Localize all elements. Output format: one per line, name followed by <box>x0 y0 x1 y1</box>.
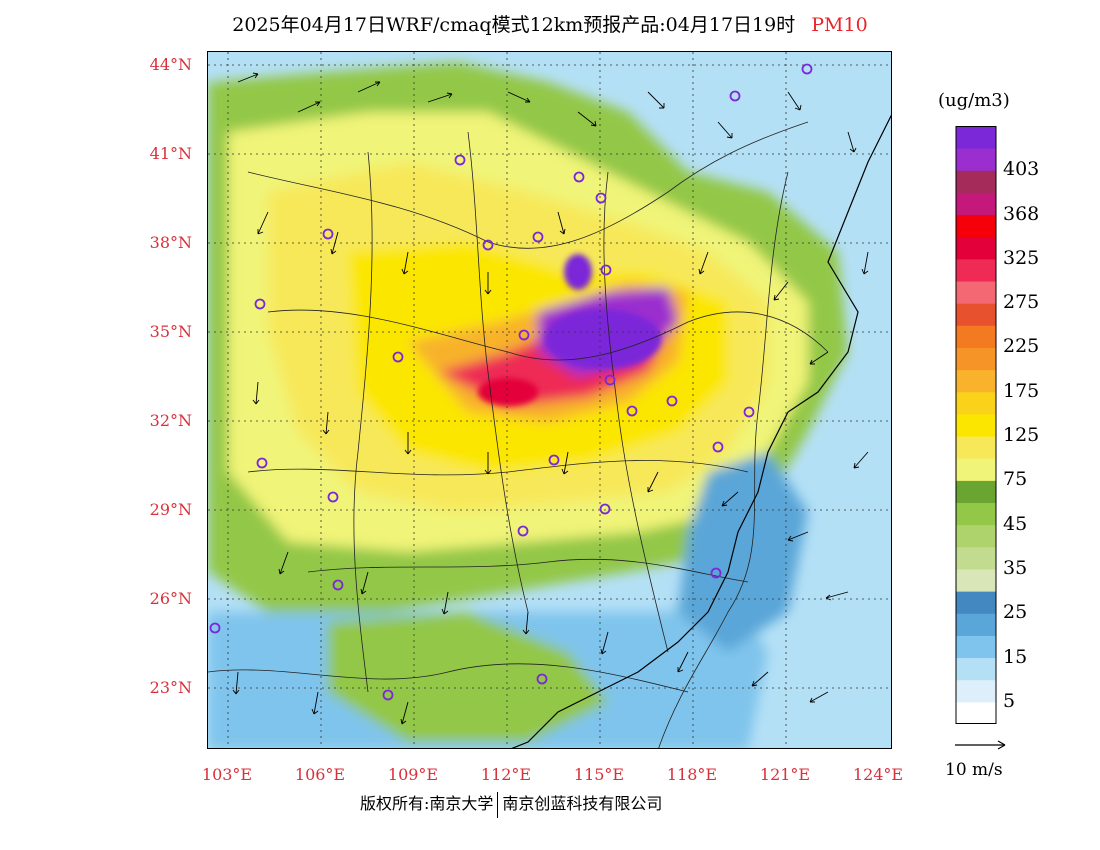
colorbar-swatch <box>956 436 996 459</box>
colorbar-swatch <box>956 701 996 724</box>
colorbar-swatch <box>956 258 996 282</box>
lon-label-118: 118°E <box>666 765 718 784</box>
colorbar-tick-label: 15 <box>1003 645 1028 668</box>
colorbar-swatch <box>956 214 996 238</box>
colorbar-tick-label: 175 <box>1003 379 1040 402</box>
colorbar-swatch <box>956 347 996 371</box>
colorbar-tick-label: 275 <box>1003 291 1040 314</box>
colorbar-swatch <box>956 170 996 193</box>
lon-label-115: 115°E <box>573 765 625 784</box>
colorbar-swatch <box>956 679 996 703</box>
footer-separator <box>497 791 499 818</box>
colorbar-unit: (ug/m3) <box>938 90 1010 111</box>
colorbar-tick-label: 25 <box>1003 601 1028 624</box>
colorbar-swatch <box>956 480 996 504</box>
colorbar <box>955 126 997 724</box>
colorbar-tick-label: 45 <box>1003 512 1028 535</box>
colorbar-swatch <box>956 413 996 437</box>
colorbar-swatch <box>956 635 996 659</box>
colorbar-tick-label: 325 <box>1003 246 1040 269</box>
lon-label-112: 112°E <box>480 765 532 784</box>
colorbar-tick-label: 225 <box>1003 335 1040 358</box>
colorbar-tick-label: 368 <box>1003 202 1040 225</box>
lon-label-103: 103°E <box>201 765 253 784</box>
colorbar-swatch <box>956 126 996 149</box>
colorbar-tick-label: 403 <box>1003 158 1040 181</box>
footer-right: 南京创蓝科技有限公司 <box>502 794 663 813</box>
colorbar-swatch <box>956 192 996 216</box>
colorbar-swatch <box>956 369 996 393</box>
lat-label-38: 38°N <box>149 233 192 252</box>
colorbar-swatch <box>956 613 996 636</box>
pm10-field <box>208 52 891 748</box>
colorbar-swatch <box>956 325 996 348</box>
colorbar-swatch <box>956 391 996 415</box>
colorbar-swatch <box>956 236 996 260</box>
lon-label-109: 109°E <box>387 765 439 784</box>
lat-label-26: 26°N <box>149 589 192 608</box>
colorbar-tick-label: 125 <box>1003 424 1040 447</box>
colorbar-swatch <box>956 546 996 570</box>
colorbar-swatch <box>956 303 996 326</box>
colorbar-tick-label: 75 <box>1003 468 1028 491</box>
colorbar-swatch <box>956 591 996 614</box>
pollutant-label: PM10 <box>811 14 868 36</box>
copyright-footer: 版权所有:南京大学 南京创蓝科技有限公司 <box>360 790 662 818</box>
lon-label-121: 121°E <box>759 765 811 784</box>
wind-reference-label: 10 m/s <box>945 760 1003 780</box>
colorbar-swatch <box>956 281 996 304</box>
colorbar-tick-label: 5 <box>1003 689 1016 712</box>
map-title: 2025年04月17日WRF/cmaq模式12km预报产品:04月17日19时 … <box>0 10 1100 37</box>
colorbar-swatch <box>956 148 996 171</box>
lat-label-32: 32°N <box>149 411 192 430</box>
title-text: 2025年04月17日WRF/cmaq模式12km预报产品:04月17日19时 <box>232 14 796 36</box>
lat-label-23: 23°N <box>149 678 192 697</box>
colorbar-swatch <box>956 568 996 592</box>
colorbar-swatch <box>956 524 996 548</box>
colorbar-swatch <box>956 502 996 526</box>
lat-label-35: 35°N <box>149 322 192 341</box>
wind-reference-arrow <box>955 740 1006 750</box>
lat-label-41: 41°N <box>149 144 192 163</box>
lat-label-29: 29°N <box>149 500 192 519</box>
colorbar-swatch <box>956 458 996 481</box>
lon-label-106: 106°E <box>294 765 346 784</box>
lat-label-44: 44°N <box>149 55 192 74</box>
lon-label-124: 124°E <box>852 765 904 784</box>
colorbar-tick-label: 35 <box>1003 556 1028 579</box>
forecast-map <box>207 51 892 749</box>
footer-left: 版权所有:南京大学 <box>360 794 494 813</box>
colorbar-swatch <box>956 657 996 681</box>
